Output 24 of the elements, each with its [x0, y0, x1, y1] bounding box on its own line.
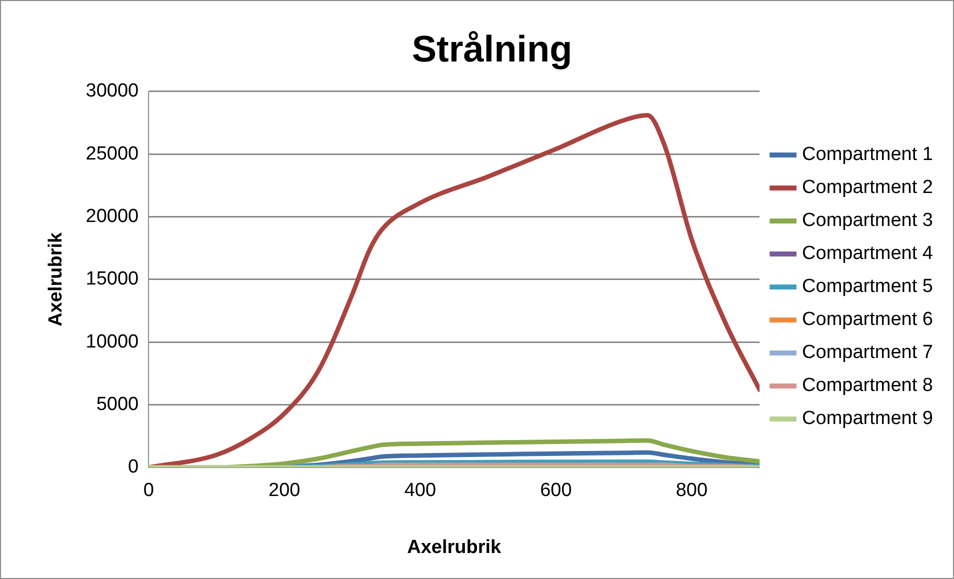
legend-label: Compartment 7 [802, 342, 934, 364]
x-tick-label: 0 [143, 480, 154, 502]
y-axis-title: Axelrubrik [46, 232, 67, 326]
x-tick-label: 200 [268, 480, 300, 502]
legend-label: Compartment 1 [802, 144, 934, 166]
legend-label: Compartment 2 [802, 177, 934, 198]
y-tick-label: 0 [128, 456, 139, 478]
legend-label: Compartment 6 [802, 309, 934, 330]
x-tick-label: 600 [540, 480, 572, 502]
legend-label: Compartment 8 [802, 375, 934, 396]
x-axis-title: Axelrubrik [407, 536, 502, 558]
y-tick-label: 30000 [86, 80, 139, 102]
legend-label: Compartment 4 [802, 243, 934, 264]
legend-label: Compartment 5 [802, 276, 934, 298]
y-tick-label: 15000 [86, 268, 139, 290]
y-tick-label: 20000 [86, 206, 139, 227]
y-tick-label: 5000 [96, 394, 139, 415]
x-tick-label: 400 [404, 480, 436, 502]
y-tick-label: 25000 [86, 143, 139, 164]
legend-label: Compartment 9 [802, 408, 934, 430]
chart-title: Strålning [412, 28, 572, 70]
y-tick-label: 10000 [86, 331, 139, 352]
legend-label: Compartment 3 [802, 210, 934, 232]
x-tick-label: 800 [676, 480, 708, 502]
